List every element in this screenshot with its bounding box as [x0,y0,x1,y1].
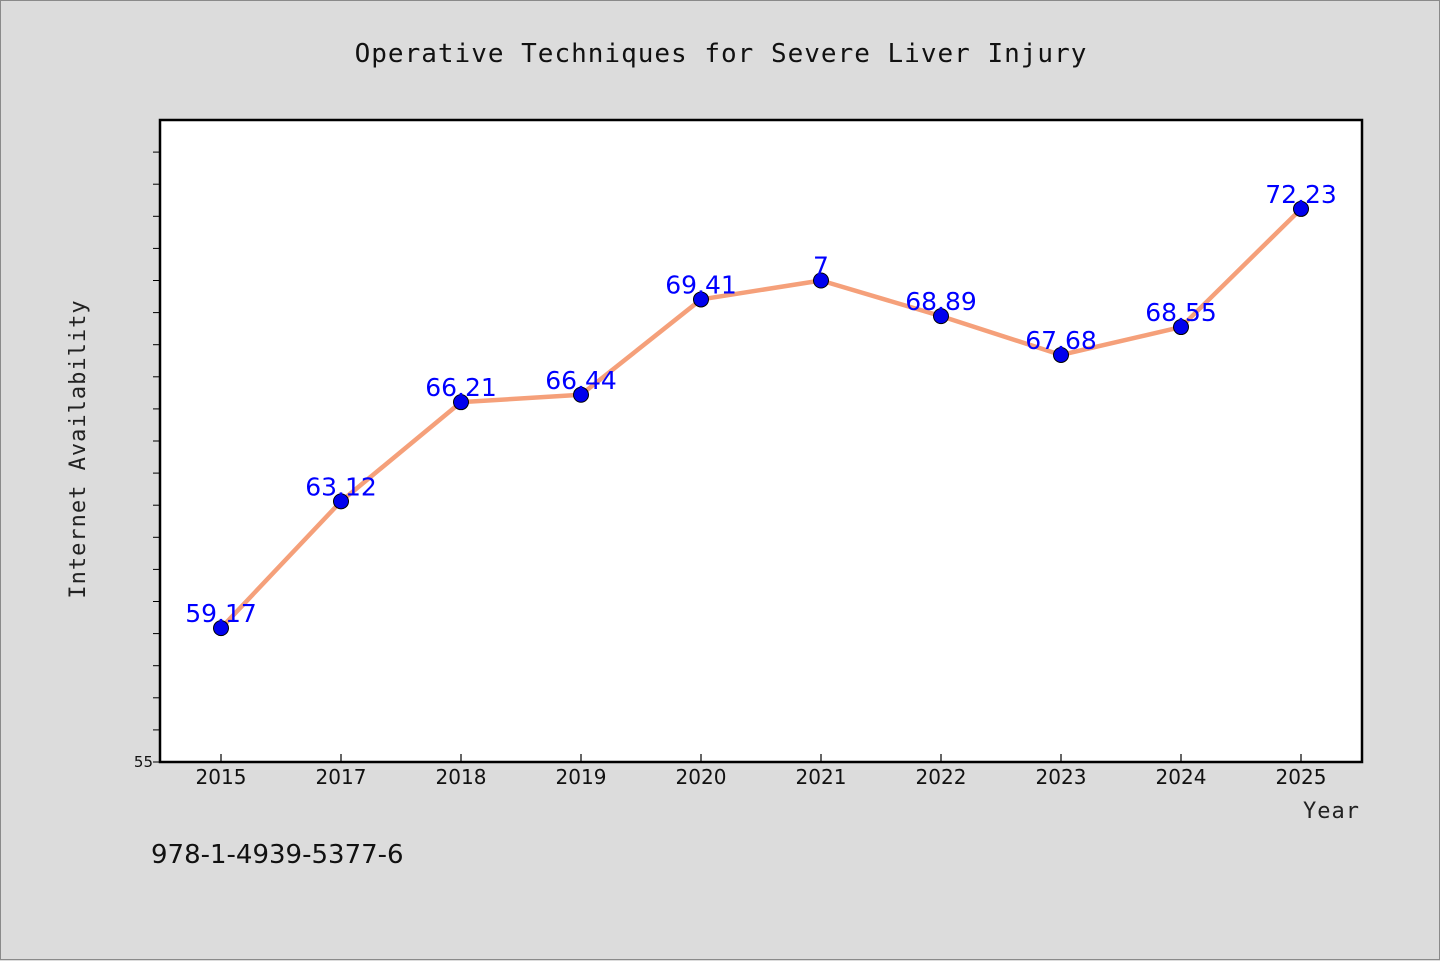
x-tick-label: 2023 [1036,765,1087,789]
data-label: 66.44 [545,366,617,395]
data-label: 66.21 [425,373,497,402]
data-point [933,308,949,325]
x-tick-label: 2022 [916,765,967,789]
data-point [213,620,229,637]
x-tick-label: 2019 [556,765,607,789]
data-label: 68.55 [1145,298,1217,327]
x-tick-label: 2021 [796,765,847,789]
data-point [693,291,709,308]
x-tick-label: 2017 [316,765,367,789]
x-axis-ticks: 2015 2017 2018 2019 2020 2021 2022 2023 2024 2025 [196,754,1327,789]
series-line [218,206,1304,631]
x-tick-label: 2020 [676,765,727,789]
y-axis-label: Internet Availability [66,299,91,598]
plot-area [158,118,1364,764]
data-point [1053,346,1069,363]
isbn-footer: 978-1-4939-5377-6 [151,840,404,870]
data-point [453,394,469,411]
data-point [333,493,349,510]
x-tick-label: 2018 [436,765,487,789]
x-axis-label: Year [1303,799,1360,824]
data-point [573,386,589,403]
chart-title: Operative Techniques for Severe Liver In… [355,39,1088,69]
data-point [1293,200,1309,217]
y-axis-ticks: 55 [134,151,160,771]
x-tick-label: 2025 [1276,765,1327,789]
data-label: 67.68 [1025,326,1097,355]
data-label: 69.41 [665,270,737,299]
data-point [1173,319,1189,336]
data-label: 68.89 [905,287,977,316]
y-tick-label: 55 [134,753,153,771]
data-label: 63.12 [305,472,377,501]
x-tick-label: 2024 [1156,765,1207,789]
data-labels: 59.17 63.12 66.21 66.44 69.41 7 68.89 67.68 68.5… [185,180,1337,628]
data-label: 7 [813,252,829,281]
x-tick-label: 2015 [196,765,247,789]
data-point [813,272,829,289]
data-label: 59.17 [185,599,257,628]
data-label: 72.23 [1265,180,1337,209]
data-series [213,200,1309,637]
